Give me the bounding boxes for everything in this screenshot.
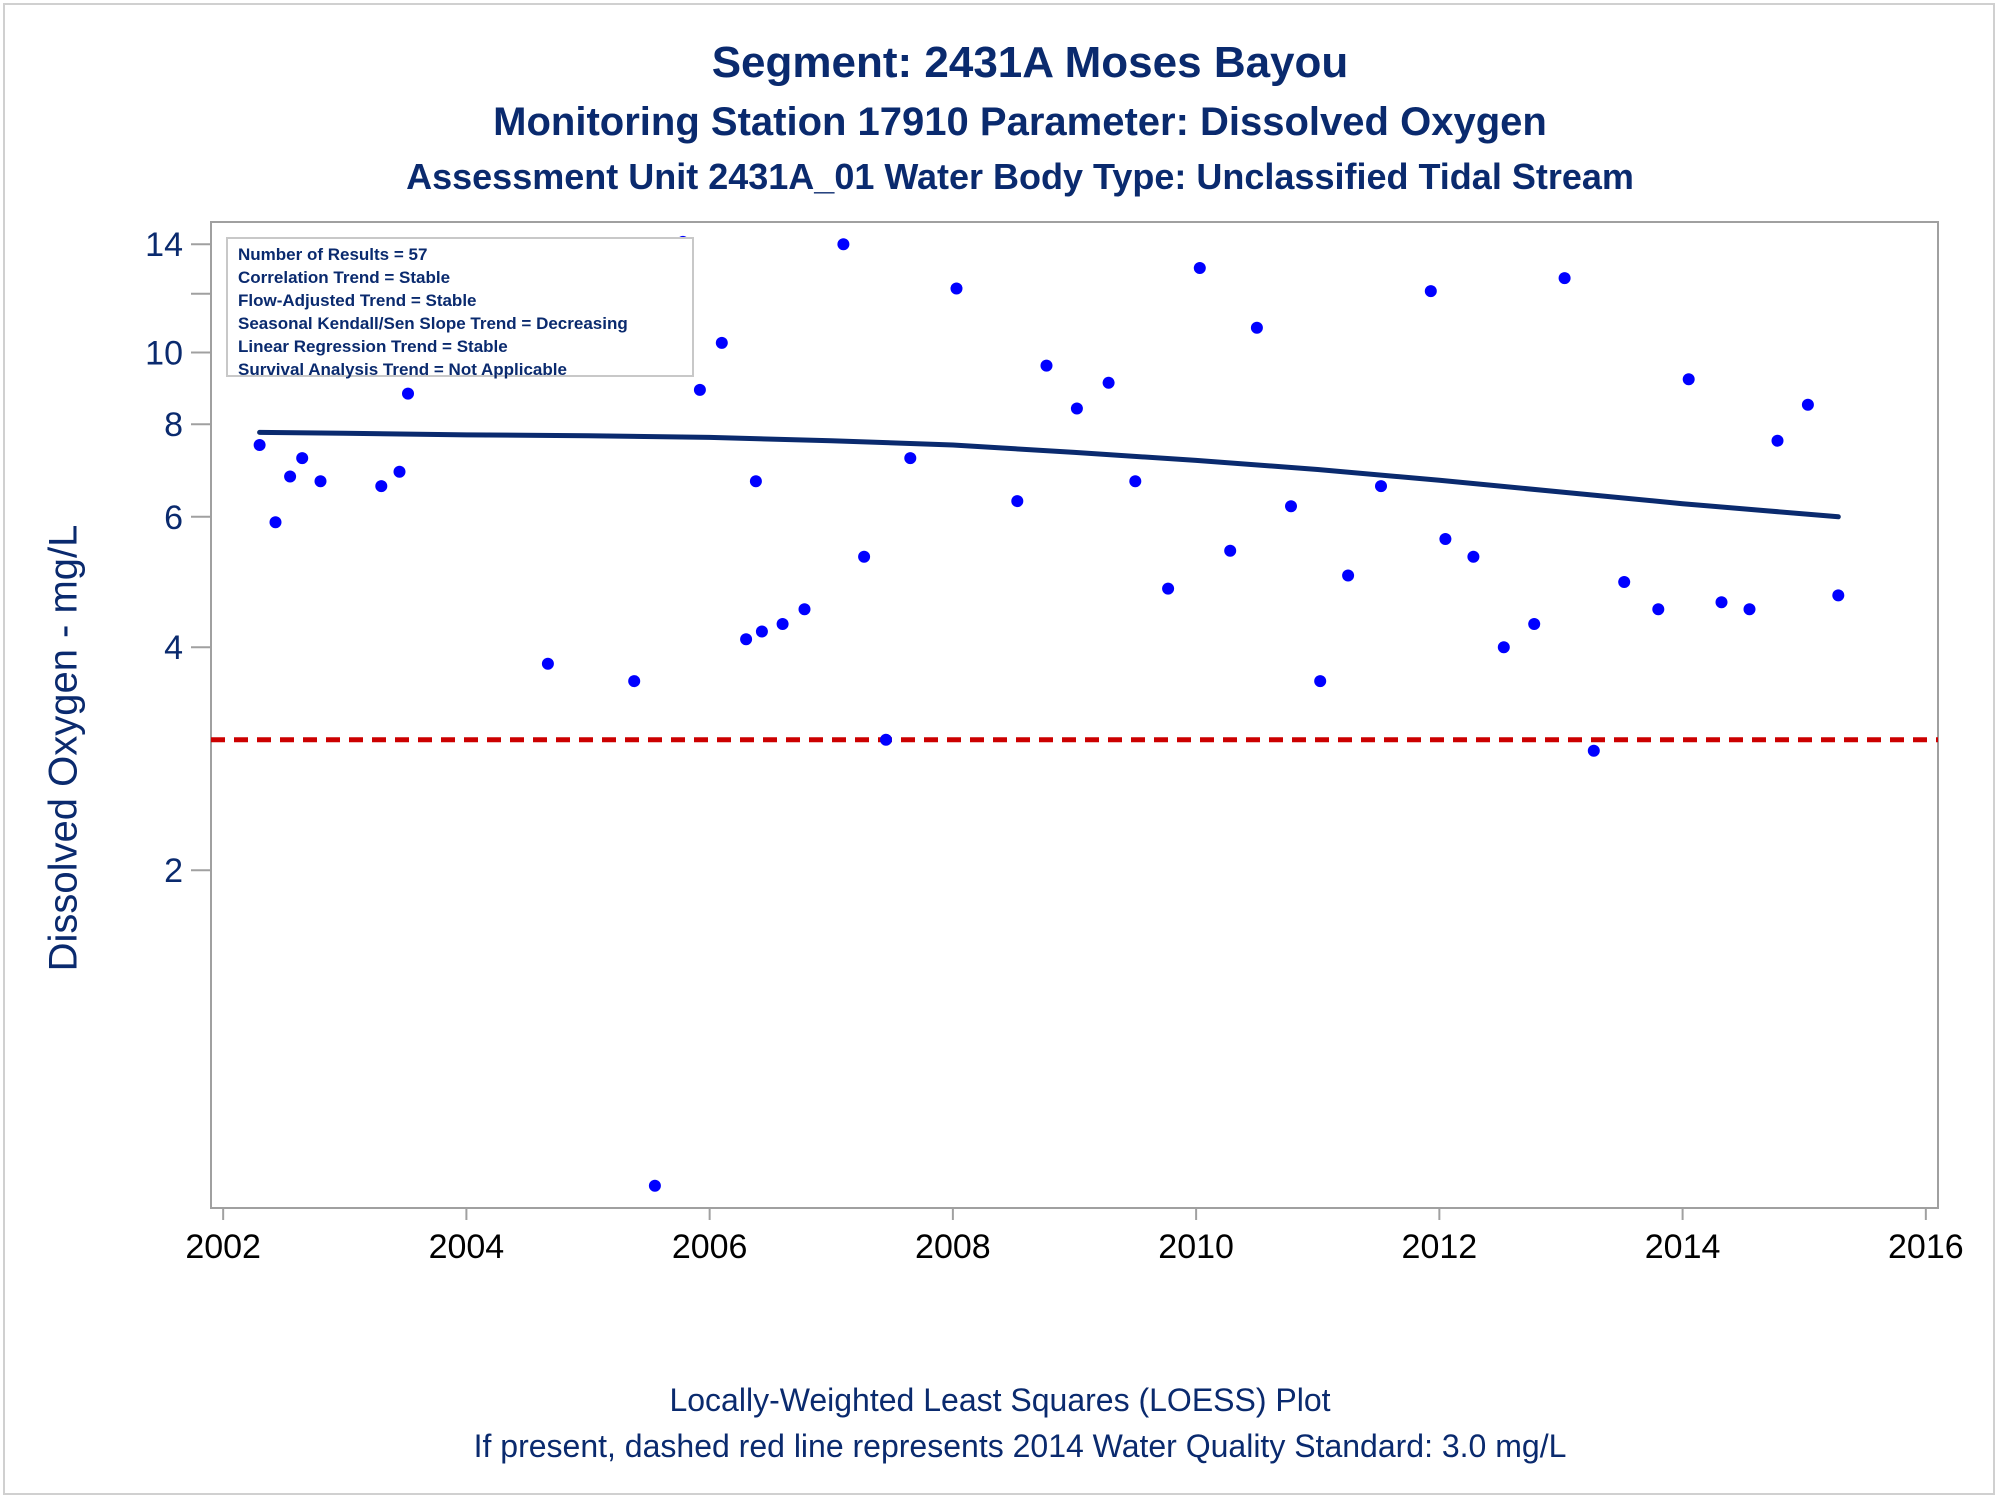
trend-stats-box: Number of Results = 57 Correlation Trend… bbox=[226, 237, 694, 379]
data-point bbox=[314, 475, 327, 488]
data-point bbox=[1193, 262, 1206, 274]
stat-seasonal-kendall-trend: Seasonal Kendall/Sen Slope Trend = Decre… bbox=[238, 314, 628, 333]
data-point bbox=[1129, 475, 1142, 488]
data-point bbox=[904, 452, 917, 465]
data-point bbox=[1224, 544, 1237, 557]
data-point bbox=[1497, 641, 1510, 654]
data-point bbox=[880, 733, 892, 746]
chart-subtitle-station: Monitoring Station 17910 Parameter: Diss… bbox=[493, 100, 1547, 144]
data-point bbox=[1162, 582, 1175, 595]
y-tick-label: 6 bbox=[164, 499, 183, 537]
plot-area-frame bbox=[210, 221, 1939, 1209]
y-tick-label: 8 bbox=[164, 406, 183, 444]
data-point bbox=[1011, 495, 1024, 508]
x-tick-label: 2008 bbox=[915, 1228, 991, 1266]
data-point bbox=[296, 452, 309, 465]
data-point bbox=[858, 550, 871, 563]
data-point bbox=[1652, 603, 1665, 616]
data-point bbox=[1040, 359, 1053, 372]
data-point bbox=[1618, 576, 1631, 588]
data-point bbox=[253, 439, 266, 451]
data-point bbox=[755, 625, 768, 638]
chart-subtitle-assessment: Assessment Unit 2431A_01 Water Body Type… bbox=[406, 156, 1634, 197]
data-point bbox=[1070, 402, 1083, 415]
data-point bbox=[393, 465, 406, 478]
stat-linear-regression-trend: Linear Regression Trend = Stable bbox=[238, 337, 508, 356]
y-axis-label: Dissolved Oxygen - mg/L bbox=[41, 524, 86, 972]
data-point bbox=[1375, 480, 1387, 493]
data-point bbox=[1832, 589, 1845, 602]
data-point bbox=[375, 480, 388, 493]
data-point bbox=[1285, 500, 1297, 513]
data-point bbox=[1682, 373, 1695, 386]
data-point bbox=[1102, 376, 1115, 389]
data-point bbox=[1558, 272, 1571, 285]
y-tick-label: 2 bbox=[164, 852, 183, 890]
data-point bbox=[1342, 569, 1355, 582]
data-point bbox=[1250, 321, 1263, 334]
data-point bbox=[693, 383, 706, 396]
data-point bbox=[837, 238, 850, 251]
x-tick-label: 2014 bbox=[1645, 1228, 1721, 1266]
y-tick-label: 4 bbox=[164, 629, 183, 667]
data-point bbox=[749, 475, 762, 488]
y-tick-label: 14 bbox=[145, 226, 183, 264]
data-point bbox=[1439, 533, 1452, 545]
x-tick-label: 2010 bbox=[1158, 1228, 1234, 1266]
data-point bbox=[950, 282, 963, 295]
footnote-standard: If present, dashed red line represents 2… bbox=[473, 1428, 1567, 1464]
data-point bbox=[1528, 618, 1541, 630]
data-point bbox=[648, 1179, 661, 1192]
data-point bbox=[1424, 285, 1437, 298]
footnote-loess: Locally-Weighted Least Squares (LOESS) P… bbox=[669, 1382, 1331, 1418]
x-tick-label: 2006 bbox=[672, 1228, 748, 1266]
x-tick-label: 2012 bbox=[1402, 1228, 1478, 1266]
chart-frame bbox=[3, 3, 1995, 1495]
data-point bbox=[269, 516, 282, 529]
stat-flow-adjusted-trend: Flow-Adjusted Trend = Stable bbox=[238, 291, 477, 310]
data-point bbox=[1743, 603, 1756, 616]
data-point bbox=[1467, 550, 1480, 563]
data-point bbox=[402, 387, 414, 400]
x-tick-label: 2004 bbox=[429, 1228, 505, 1266]
y-tick-label: 10 bbox=[145, 334, 183, 372]
data-point bbox=[1715, 596, 1728, 609]
data-point bbox=[776, 618, 789, 630]
stat-number-of-results: Number of Results = 57 bbox=[238, 245, 428, 264]
data-point bbox=[284, 470, 297, 483]
stat-survival-analysis-trend: Survival Analysis Trend = Not Applicable bbox=[238, 360, 567, 379]
chart-title: Segment: 2431A Moses Bayou bbox=[711, 38, 1349, 87]
data-point bbox=[1587, 744, 1600, 757]
data-point bbox=[1801, 398, 1814, 411]
data-point bbox=[1771, 434, 1784, 447]
x-tick-label: 2002 bbox=[185, 1228, 261, 1266]
stat-correlation-trend: Correlation Trend = Stable bbox=[238, 268, 451, 287]
data-point bbox=[1314, 675, 1327, 688]
data-point bbox=[715, 336, 728, 349]
data-point bbox=[628, 675, 641, 688]
loess-line bbox=[257, 429, 1841, 520]
x-tick-label: 2016 bbox=[1888, 1228, 1964, 1266]
data-point bbox=[541, 657, 554, 670]
data-point bbox=[740, 633, 753, 646]
data-point bbox=[798, 603, 811, 616]
